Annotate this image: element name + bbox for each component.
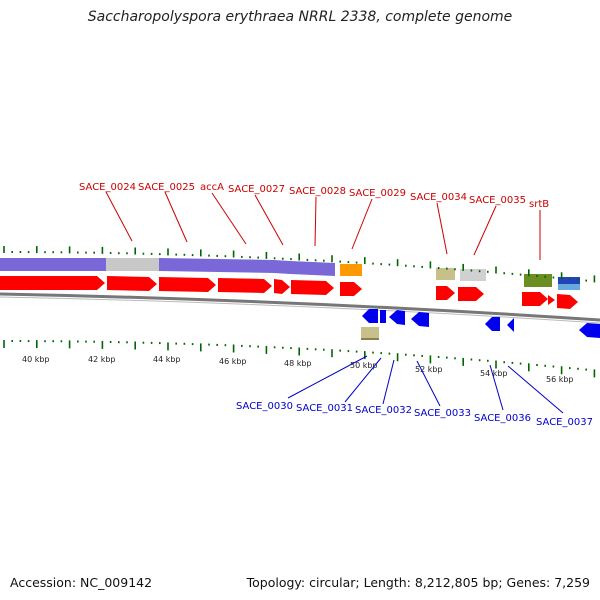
leader-line — [351, 198, 373, 250]
tick-row-bottom — [3, 340, 596, 378]
forward-gene-arrow — [458, 287, 484, 301]
leader-line — [105, 191, 133, 242]
leader-line — [164, 191, 188, 243]
kbp-label: 56 kbp — [546, 375, 574, 384]
feature-band-track — [0, 258, 580, 290]
leader-line — [254, 194, 284, 246]
reverse-gene-arrow — [380, 310, 386, 323]
tick-row-top — [3, 246, 596, 283]
forward-gene-arrow — [522, 292, 548, 306]
feature-band-purple — [290, 261, 335, 276]
forward-gene-arrow — [0, 276, 105, 290]
leader-line — [382, 359, 395, 405]
gene-label-sace-0029: SACE_0029 — [349, 188, 406, 199]
gene-label-sace-0034: SACE_0034 — [410, 192, 467, 203]
leader-line — [314, 196, 317, 247]
reverse-feature-khaki — [361, 327, 379, 338]
feature-band-purple — [274, 260, 290, 274]
gene-label-sace-0028: SACE_0028 — [289, 186, 346, 197]
kbp-scale: 40 kbp 42 kbp 44 kbp 46 kbp 48 kbp 50 kb… — [22, 355, 574, 384]
forward-gene-arrow — [340, 282, 362, 296]
feature-band-blue — [558, 277, 580, 284]
gene-label-sace-0030: SACE_0030 — [236, 401, 293, 412]
reverse-gene-arrow — [507, 318, 514, 332]
forward-gene-arrow — [557, 294, 578, 309]
kbp-label: 42 kbp — [88, 355, 116, 364]
gene-label-sace-0037: SACE_0037 — [536, 417, 593, 428]
kbp-label: 54 kbp — [480, 369, 508, 378]
gene-label-sace-0027: SACE_0027 — [228, 184, 285, 195]
backbone-outer — [0, 292, 600, 322]
reverse-gene-arrow — [389, 310, 405, 325]
feature-band-purple — [159, 258, 274, 273]
reverse-gene-track — [361, 309, 600, 340]
gene-label-sace-0024: SACE_0024 — [79, 182, 136, 193]
kbp-label: 44 kbp — [153, 355, 181, 364]
feature-band-orange — [340, 264, 362, 276]
reverse-gene-arrow — [485, 317, 500, 331]
gene-label-sace-0036: SACE_0036 — [474, 413, 531, 424]
gene-label-sace-0025: SACE_0025 — [138, 182, 195, 193]
top-gene-labels: SACE_0024 SACE_0025 accA SACE_0027 SACE_… — [79, 182, 549, 260]
feature-band-khaki — [436, 268, 455, 280]
leader-line — [507, 365, 564, 414]
leader-line — [436, 202, 448, 255]
kbp-label: 50 kbp — [350, 361, 378, 370]
gene-label-sace-0031: SACE_0031 — [296, 403, 353, 414]
leader-line — [211, 192, 247, 245]
kbp-label: 52 kbp — [415, 365, 443, 374]
kbp-label: 40 kbp — [22, 355, 50, 364]
map-title: Saccharopolyspora erythraea NRRL 2338, c… — [87, 9, 513, 25]
gene-label-sace-0033: SACE_0033 — [414, 408, 471, 419]
gene-label-sace-0035: SACE_0035 — [469, 195, 526, 206]
forward-gene-track — [0, 276, 578, 309]
backbone-inner — [0, 296, 600, 324]
accession-text: Accession: NC_009142 — [10, 575, 153, 590]
forward-gene-arrow — [107, 276, 157, 291]
forward-gene-arrow — [274, 279, 290, 294]
forward-gene-arrow — [548, 295, 555, 305]
forward-gene-arrow — [436, 286, 455, 300]
forward-gene-arrow — [218, 278, 272, 293]
reverse-gene-arrow — [411, 312, 429, 327]
leader-line — [489, 364, 504, 411]
forward-gene-arrow — [159, 277, 216, 292]
leader-line — [344, 357, 382, 403]
kbp-label: 46 kbp — [219, 357, 247, 366]
gene-label-acca: accA — [200, 182, 224, 193]
feature-band-lightblue — [558, 284, 580, 290]
kbp-label: 48 kbp — [284, 359, 312, 368]
feature-band-purple — [0, 258, 106, 271]
leader-line — [473, 205, 497, 256]
reverse-feature-khaki-stripe — [361, 338, 379, 340]
reverse-gene-arrow — [362, 309, 378, 323]
gene-label-sace-0032: SACE_0032 — [355, 405, 412, 416]
leader-line — [287, 355, 368, 399]
topology-text: Topology: circular; Length: 8,212,805 bp… — [246, 575, 590, 590]
reverse-gene-arrow — [579, 323, 600, 338]
gene-label-srtb: srtB — [529, 199, 549, 210]
leader-line — [416, 360, 441, 407]
forward-gene-arrow — [291, 280, 334, 295]
feature-band-gray — [106, 258, 159, 271]
bottom-gene-labels: SACE_0030 SACE_0031 SACE_0032 SACE_0033 … — [236, 355, 593, 428]
